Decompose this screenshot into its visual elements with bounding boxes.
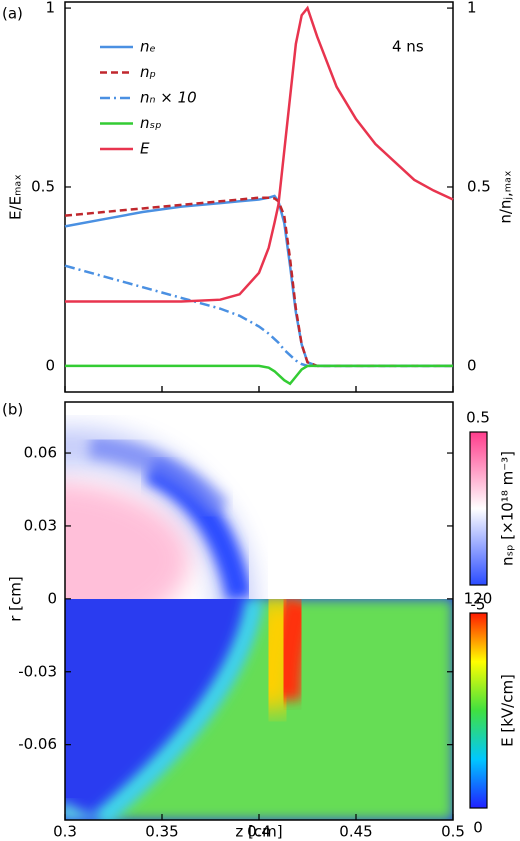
colorbar-tick-label: 0.5 — [466, 409, 490, 427]
legend-label: nₚ — [140, 63, 156, 81]
legend-label: nₑ — [140, 38, 156, 56]
plot-frame — [64, 1, 454, 393]
x-tick-label: 0.4 — [247, 823, 271, 841]
nsp-map — [65, 402, 453, 599]
data-line — [65, 5, 454, 303]
y2-tick-label: 0.5 — [467, 177, 491, 195]
colorbar-label: nₛₚ [×10¹⁸ m⁻³] — [499, 451, 517, 566]
data-line — [64, 264, 453, 368]
x-tick-label: 0.5 — [441, 823, 465, 841]
panel-label: (b) — [2, 401, 23, 419]
colorbar-tick-label: -5 — [471, 596, 486, 614]
y2-tick-label: 0 — [467, 356, 477, 374]
legend-label: nₛₚ — [140, 114, 162, 132]
y-tick-label: 1 — [45, 0, 55, 17]
y-tick-label: 0.06 — [24, 444, 57, 462]
x-tick-label: 0.45 — [339, 823, 372, 841]
y2-tick-label: 1 — [467, 0, 477, 17]
panel-label: (a) — [2, 5, 23, 23]
legend-label: nₙ × 10 — [140, 89, 197, 107]
y-axis-label: E/Eₘₐₓ — [7, 174, 25, 220]
y-tick-label: -0.03 — [18, 662, 57, 680]
colorbar-tick-label: 120 — [464, 590, 493, 608]
y2-axis-label: n/nⱼ,ₘₐₓ — [497, 170, 515, 223]
y-tick-label: 0 — [47, 589, 57, 607]
colorbar-label: E [kV/cm] — [499, 674, 517, 747]
x-tick-label: 0.35 — [145, 823, 178, 841]
y-tick-label: 0 — [45, 356, 55, 374]
y-axis-label: r [cm] — [7, 576, 25, 622]
data-line — [65, 364, 453, 386]
annotation: 4 ns — [392, 38, 424, 56]
colorbar-tick-label: 0 — [473, 819, 483, 837]
colorbar — [469, 431, 488, 586]
y-tick-label: 0.03 — [24, 516, 57, 534]
y-tick-label: -0.06 — [18, 735, 57, 753]
x-tick-label: 0.3 — [53, 823, 77, 841]
x-axis-label: z [cm] — [235, 823, 282, 841]
legend-label: E — [140, 140, 150, 158]
e-field-map — [65, 599, 453, 820]
colorbar — [469, 612, 488, 809]
y-tick-label: 0.5 — [31, 177, 55, 195]
